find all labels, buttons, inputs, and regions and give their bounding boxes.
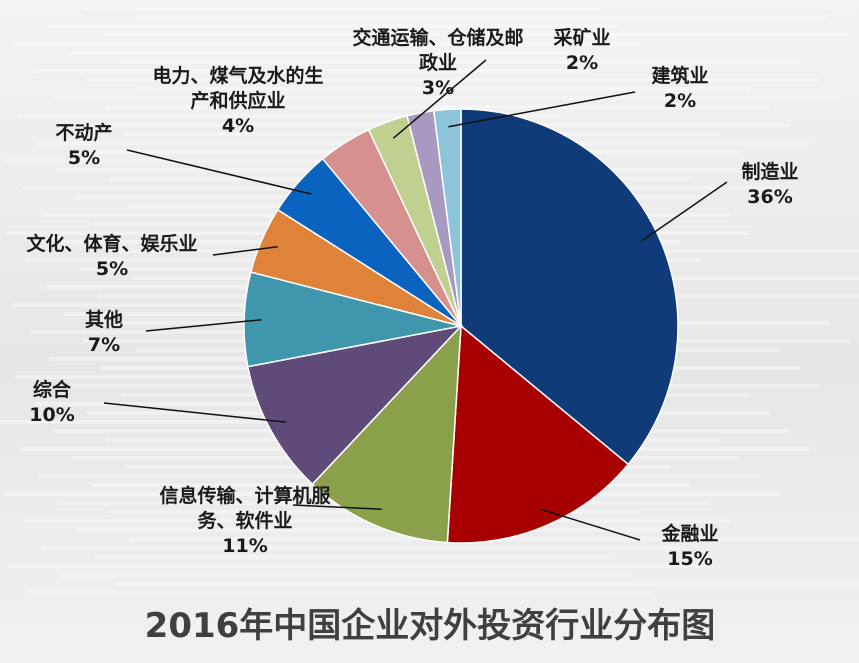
background-stripe: [120, 60, 800, 64]
leader-line: [126, 149, 312, 195]
pie-slice: [446, 324, 630, 544]
leader-line: [448, 91, 636, 128]
background-stripe: [18, 114, 560, 118]
leader-line: [641, 181, 728, 242]
leader-line: [392, 59, 487, 139]
leader-line: [145, 318, 262, 332]
background-stripe: [105, 105, 770, 109]
pie-slice: [311, 323, 462, 544]
leader-line: [212, 245, 278, 256]
background-stripe: [139, 87, 750, 91]
slice-label: 金融业 15%: [660, 522, 718, 570]
background-stripe: [3, 159, 530, 163]
pie-slice: [460, 108, 679, 466]
pie-slices: [243, 108, 679, 544]
leader-line: [540, 508, 641, 541]
background-stripe: [101, 33, 850, 37]
slice-label: 信息传输、计算机服务、软件业 11%: [159, 484, 331, 557]
slice-label: 电力、煤气及水的生产和供应业 4%: [152, 64, 323, 137]
background-stripe: [8, 564, 700, 568]
background-stripe: [48, 24, 620, 28]
background-stripe: [42, 546, 680, 550]
slice-label: 文化、体育、娱乐业 5%: [26, 232, 197, 280]
slice-label: 采矿业 2%: [553, 26, 610, 74]
slice-label: 交通运输、仓储及邮政业 3%: [352, 26, 523, 99]
background-stripe: [33, 69, 590, 73]
pie-slice: [246, 324, 464, 486]
background-stripe: [82, 6, 600, 10]
slice-label: 建筑业 2%: [651, 64, 708, 112]
slice-labels: 制造业 36% 金融业 15% 信息传输、计算机服务、软件业 11% 综合 10% 其他 7% 文化…: [26, 26, 798, 570]
background-stripe: [95, 555, 610, 559]
background-stripe: [61, 573, 630, 577]
slice-label: 不动产 5%: [55, 121, 112, 169]
slice-label: 其他 7%: [85, 308, 123, 356]
background-stripe: [135, 15, 830, 19]
leader-lines: [103, 59, 728, 541]
slice-label: 制造业 36%: [741, 160, 798, 208]
background-stripe: [86, 78, 820, 82]
background-stripe: [67, 51, 570, 55]
background-stripe: [14, 42, 640, 46]
background-stripe: [27, 591, 650, 595]
slice-label: 综合 10%: [29, 378, 74, 426]
leader-line: [292, 504, 382, 510]
pie-slice: [432, 108, 462, 327]
background-stripe: [114, 582, 859, 586]
leader-line: [103, 402, 287, 423]
background-stripe: [52, 96, 840, 100]
chart-title: 2016年中国企业对外投资行业分布图: [145, 606, 716, 646]
background-stripe: [76, 528, 660, 532]
